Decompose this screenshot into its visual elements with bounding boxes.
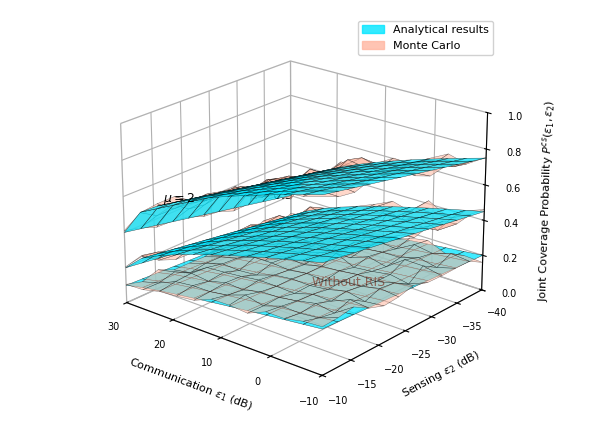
Y-axis label: Sensing $\epsilon_2$ (dB): Sensing $\epsilon_2$ (dB) (400, 348, 482, 401)
Legend: Analytical results, Monte Carlo: Analytical results, Monte Carlo (358, 21, 493, 55)
X-axis label: Communication $\epsilon_1$ (dB): Communication $\epsilon_1$ (dB) (127, 355, 254, 413)
